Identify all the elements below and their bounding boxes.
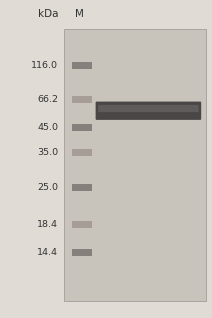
FancyBboxPatch shape <box>72 124 92 131</box>
FancyBboxPatch shape <box>98 105 199 112</box>
Text: 66.2: 66.2 <box>37 95 58 104</box>
FancyBboxPatch shape <box>72 221 92 228</box>
FancyBboxPatch shape <box>72 249 92 256</box>
Text: 45.0: 45.0 <box>37 122 58 132</box>
FancyBboxPatch shape <box>72 149 92 156</box>
Text: 25.0: 25.0 <box>37 183 58 192</box>
Text: 35.0: 35.0 <box>37 148 58 157</box>
Text: 18.4: 18.4 <box>37 220 58 229</box>
Text: 14.4: 14.4 <box>37 248 58 258</box>
FancyBboxPatch shape <box>72 184 92 191</box>
FancyBboxPatch shape <box>64 29 206 301</box>
FancyBboxPatch shape <box>72 96 92 103</box>
Text: 116.0: 116.0 <box>31 61 58 70</box>
FancyBboxPatch shape <box>72 62 92 69</box>
FancyBboxPatch shape <box>96 101 201 120</box>
Text: kDa: kDa <box>38 9 58 19</box>
Text: M: M <box>75 9 84 19</box>
